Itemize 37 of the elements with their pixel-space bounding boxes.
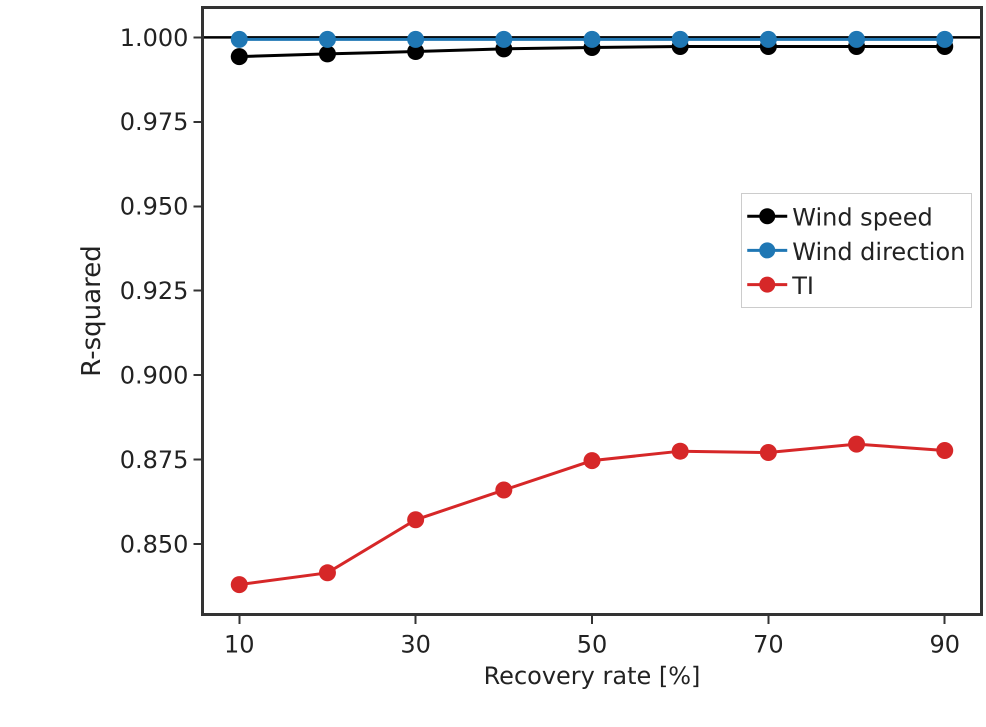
point [672, 442, 689, 460]
x-tick-label: 50 [576, 630, 608, 659]
x-tick-label: 90 [929, 630, 960, 659]
point [495, 30, 512, 48]
legend-label: Wind direction [792, 238, 966, 266]
y-tick-label: 0.850 [120, 530, 188, 558]
x-axis-title: Recovery rate [%] [484, 662, 700, 690]
y-axis-title: R-squared [77, 245, 108, 377]
point [318, 564, 336, 582]
point [318, 30, 336, 48]
point [495, 482, 512, 499]
point [848, 436, 866, 453]
y-tick-label: 0.975 [120, 108, 188, 136]
point [848, 30, 866, 48]
point [407, 30, 424, 48]
point [584, 30, 600, 48]
x-tick-label: 10 [224, 630, 255, 659]
point [760, 30, 777, 48]
point [230, 576, 248, 594]
point [672, 30, 689, 48]
point [230, 30, 248, 48]
point [230, 48, 248, 66]
legend-label: TI [791, 272, 814, 300]
y-tick-label: 0.875 [120, 446, 188, 474]
y-tick-label: 0.925 [120, 277, 188, 306]
x-tick-label: 30 [400, 630, 431, 659]
legend-label: Wind speed [792, 204, 933, 232]
point [407, 511, 424, 528]
point [318, 45, 336, 62]
y-tick-label: 0.950 [120, 192, 188, 221]
point [584, 452, 600, 470]
point [760, 444, 777, 462]
y-tick-label: 0.900 [120, 362, 188, 390]
point [936, 30, 954, 48]
y-tick-label: 1.000 [120, 24, 188, 52]
x-tick-label: 70 [753, 630, 784, 659]
point [936, 442, 954, 459]
